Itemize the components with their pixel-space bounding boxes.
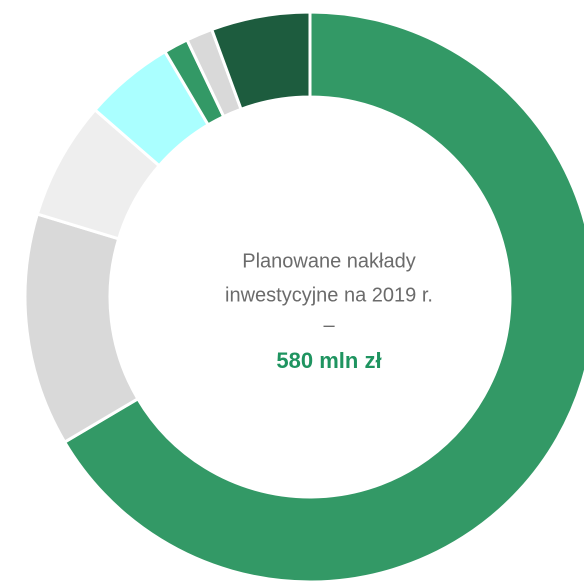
donut-slice	[62, 10, 584, 584]
center-total: 580 mln zł	[276, 348, 381, 373]
center-label: –	[323, 314, 335, 336]
center-label: Planowane nakłady	[242, 250, 415, 272]
donut	[23, 10, 584, 584]
center-label: inwestycyjne na 2019 r.	[225, 284, 433, 306]
donut-slice	[209, 10, 312, 112]
donut-slice	[23, 212, 140, 445]
